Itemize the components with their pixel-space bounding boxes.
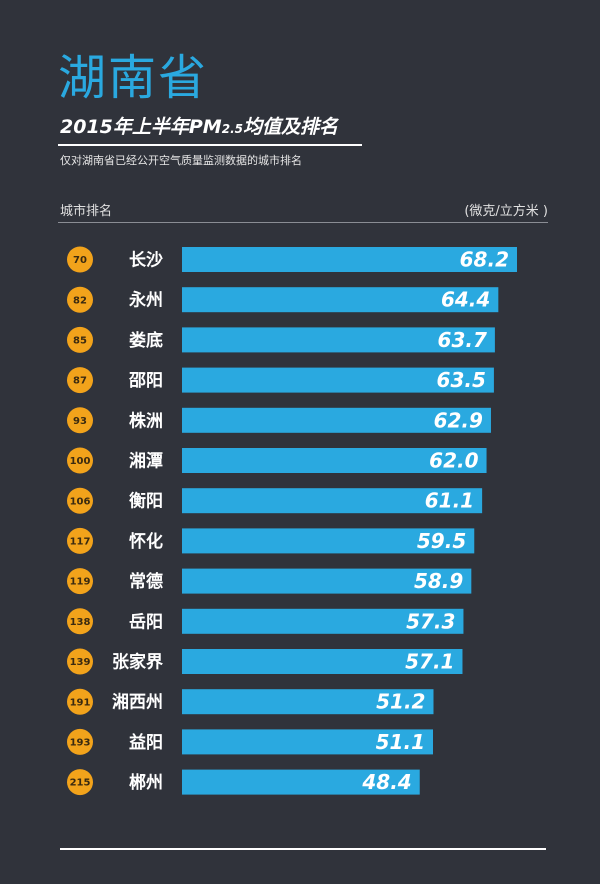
footer-divider <box>60 848 546 850</box>
chart-title-end: 均值及排名 <box>242 116 338 138</box>
city-label: 娄底 <box>129 330 163 351</box>
value-label: 61.1 <box>425 489 474 513</box>
rank-label: 119 <box>70 577 91 588</box>
bar <box>182 568 472 594</box>
city-label: 郴州 <box>129 772 163 793</box>
bar <box>182 608 464 634</box>
value-label: 59.5 <box>417 529 466 553</box>
rank-badge <box>67 608 93 635</box>
value-label: 58.9 <box>414 569 463 593</box>
rank-label: 93 <box>73 416 87 427</box>
value-label: 62.9 <box>434 408 483 432</box>
value-label: 57.1 <box>405 650 454 674</box>
rank-label: 70 <box>73 255 87 266</box>
bar <box>182 327 495 353</box>
city-label: 益阳 <box>129 732 163 753</box>
chart-title-subscript: 2.5 <box>221 122 243 136</box>
column-header-city-rank: 城市排名 <box>60 204 113 219</box>
chart-title-main: 2015年上半年PM <box>60 116 222 138</box>
value-label: 64.4 <box>441 288 490 312</box>
city-label: 株洲 <box>129 410 163 431</box>
bar-row: 117 怀化 59.5 <box>67 527 475 554</box>
rank-badge <box>67 648 93 675</box>
bar-row: 119 常德 58.9 <box>67 568 472 595</box>
province-title: 湖南省 <box>58 50 209 106</box>
chart-note: 仅对湖南省已经公开空气质量监测数据的城市排名 <box>60 154 302 167</box>
rank-badge <box>67 326 93 353</box>
bar-row: 87 邵阳 63.5 <box>67 367 494 394</box>
rank-badge <box>67 447 93 474</box>
bar-row: 193 益阳 51.1 <box>67 728 434 755</box>
rank-badge <box>67 407 93 434</box>
bar-row: 82 永州 64.4 <box>67 286 499 313</box>
rank-label: 100 <box>70 456 91 467</box>
bar <box>182 247 517 272</box>
city-label: 衡阳 <box>129 491 163 512</box>
city-label: 常德 <box>129 571 163 592</box>
rank-badge <box>67 286 93 313</box>
city-label: 岳阳 <box>129 612 163 632</box>
city-label: 湘潭 <box>129 451 163 472</box>
bar-row: 215 郴州 48.4 <box>67 769 420 796</box>
rank-label: 191 <box>70 697 91 708</box>
bar <box>182 488 483 514</box>
city-label: 湘西州 <box>112 692 163 713</box>
bar-row: 70 长沙 68.2 <box>67 246 517 273</box>
city-label: 邵阳 <box>128 371 163 391</box>
bar <box>182 367 494 393</box>
bar <box>182 689 434 715</box>
rank-badge <box>67 688 93 715</box>
bar-row: 191 湘西州 51.2 <box>67 688 434 715</box>
bar <box>182 729 434 755</box>
bar-row: 100 湘潭 62.0 <box>67 447 487 474</box>
city-label: 永州 <box>128 290 163 311</box>
bar <box>182 769 420 795</box>
rank-label: 82 <box>73 295 87 306</box>
header-divider <box>58 222 548 223</box>
bar-row: 93 株洲 62.9 <box>67 407 491 434</box>
value-label: 62.0 <box>429 449 478 473</box>
value-label: 57.3 <box>406 609 455 633</box>
rank-badge <box>67 728 93 755</box>
rank-badge <box>67 367 93 394</box>
bar-row: 85 娄底 63.7 <box>67 326 495 353</box>
value-label: 63.5 <box>437 368 486 392</box>
bar <box>182 287 499 313</box>
bar-row: 139 张家界 57.1 <box>67 648 463 675</box>
value-label: 63.7 <box>438 328 487 352</box>
bar-row: 138 岳阳 57.3 <box>67 608 464 635</box>
rank-label: 193 <box>70 738 91 749</box>
rank-label: 138 <box>70 617 91 628</box>
bar <box>182 528 475 554</box>
chart-title: 2015年上半年PM2.5均值及排名 <box>60 112 338 139</box>
bar-row: 106 衡阳 61.1 <box>67 487 483 514</box>
value-label: 51.2 <box>376 690 425 714</box>
rank-label: 87 <box>73 376 87 387</box>
rank-badge <box>67 487 93 514</box>
rank-label: 215 <box>70 778 91 789</box>
rank-label: 117 <box>70 537 91 548</box>
bar <box>182 649 463 674</box>
rank-badge <box>67 769 93 796</box>
rank-badge <box>67 246 93 273</box>
value-label: 68.2 <box>460 248 509 272</box>
city-label: 怀化 <box>129 531 163 552</box>
bar <box>182 407 491 433</box>
rank-badge <box>67 568 93 595</box>
rank-label: 139 <box>70 657 91 668</box>
title-divider <box>58 144 362 146</box>
value-label: 51.1 <box>376 730 425 754</box>
value-label: 48.4 <box>361 770 411 794</box>
city-label: 长沙 <box>129 250 163 271</box>
rank-label: 106 <box>70 496 91 507</box>
bar <box>182 448 487 473</box>
city-label: 张家界 <box>112 652 163 673</box>
rank-label: 85 <box>73 336 87 347</box>
rank-badge <box>67 527 93 554</box>
column-header-unit: (微克/立方米 ) <box>464 204 548 219</box>
